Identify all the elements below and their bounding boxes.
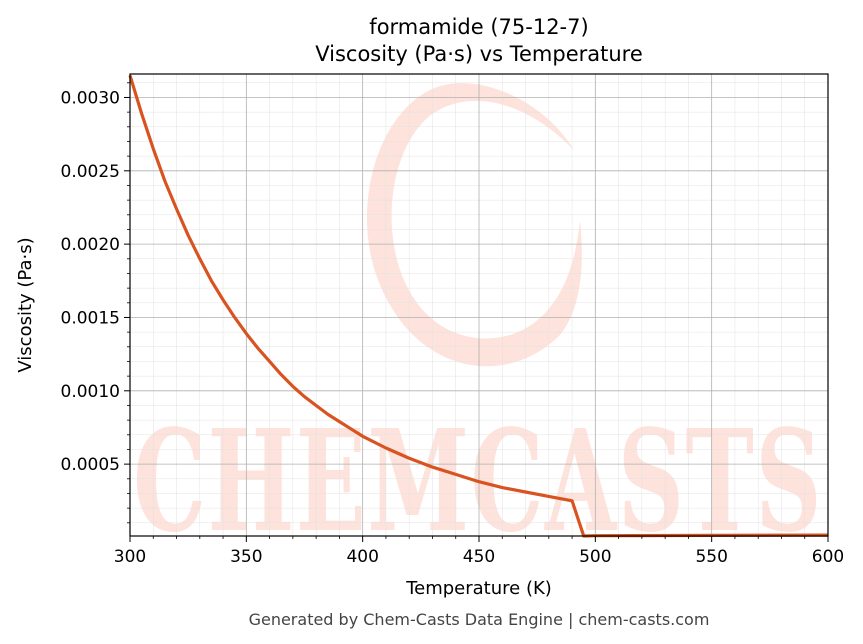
- chart-title: formamide (75-12-7): [369, 15, 588, 39]
- y-tick-label: 0.0010: [61, 382, 120, 402]
- watermark-swirl-icon: [366, 83, 582, 367]
- y-tick-label: 0.0015: [61, 308, 120, 328]
- axis-ticks: [124, 82, 829, 542]
- footer-credit: Generated by Chem-Casts Data Engine | ch…: [249, 610, 710, 629]
- y-tick-label: 0.0020: [61, 235, 120, 255]
- y-axis-label: Viscosity (Pa·s): [15, 237, 36, 372]
- y-tick-label: 0.0025: [61, 162, 120, 182]
- y-tick-label: 0.0005: [61, 455, 120, 475]
- x-tick-label: 500: [579, 547, 611, 567]
- y-tick-label: 0.0030: [61, 88, 120, 108]
- grid-major: [129, 74, 829, 536]
- x-axis-label: Temperature (K): [405, 578, 552, 599]
- series-viscosity-line: [128, 75, 829, 538]
- x-tick-label: 400: [346, 547, 378, 567]
- x-tick-label: 300: [114, 547, 146, 567]
- x-tick-labels: 300 350 400 450 500 550 600: [114, 547, 844, 567]
- chart-subtitle: Viscosity (Pa·s) vs Temperature: [315, 42, 643, 66]
- y-tick-labels: 0.0005 0.0010 0.0015 0.0020 0.0025 0.0030: [61, 88, 120, 475]
- x-tick-label: 350: [230, 547, 262, 567]
- watermark: CHEMCASTS: [133, 83, 821, 564]
- x-tick-label: 450: [463, 547, 495, 567]
- x-tick-label: 550: [695, 547, 727, 567]
- x-tick-label: 600: [812, 547, 844, 567]
